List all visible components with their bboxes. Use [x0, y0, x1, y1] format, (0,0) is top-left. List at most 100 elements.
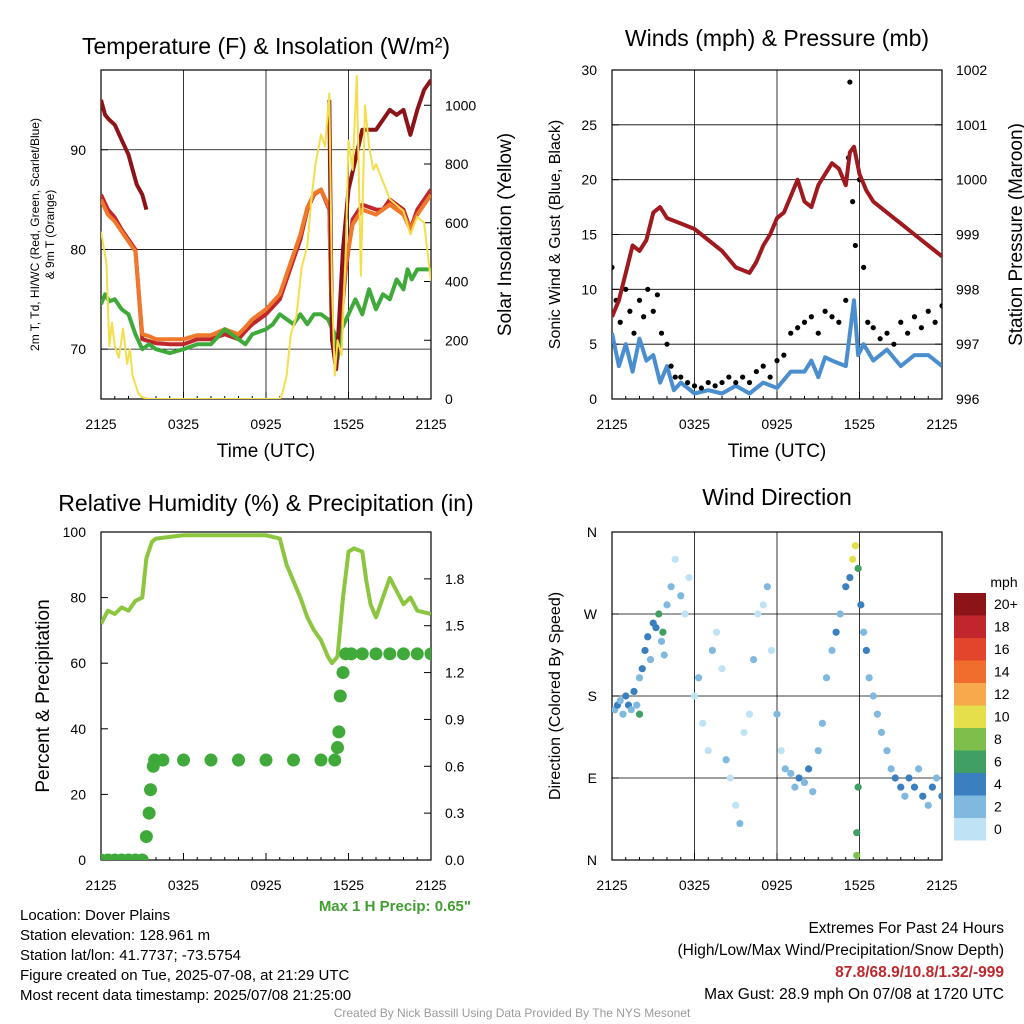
y2-tick-label: 997 [956, 336, 980, 352]
gust-point [698, 385, 704, 391]
y-tick-label: 60 [70, 655, 86, 671]
max-precip-annotation: Max 1 H Precip: 0.65" [319, 898, 471, 915]
extremes-subtitle: (High/Low/Max Wind/Precipitation/Snow De… [677, 942, 1005, 959]
direction-point [873, 710, 881, 718]
direction-point [865, 674, 873, 682]
x-tick-label: 1525 [844, 877, 875, 893]
direction-point [883, 747, 891, 755]
direction-point [773, 710, 781, 718]
direction-point [646, 655, 655, 664]
extremes-panel: Extremes For Past 24 Hours (High/Low/Max… [678, 918, 1005, 1006]
gust-point [654, 292, 660, 298]
humidity-title: Relative Humidity (%) & Precipitation (i… [58, 490, 473, 516]
direction-point [630, 687, 638, 696]
direction-point [932, 774, 941, 782]
humidity-plot-area [101, 533, 431, 860]
precip-point [156, 753, 170, 767]
precip-point [410, 647, 424, 661]
precip-point [314, 753, 328, 767]
gust-point [925, 308, 931, 314]
direction-title: Wind Direction [702, 484, 852, 510]
y2-tick-label: 1000 [445, 97, 476, 113]
y2-tick-label: 0.3 [445, 805, 465, 821]
gust-point [645, 286, 651, 292]
y-tick-label: 40 [70, 721, 86, 737]
y2-tick-label: 800 [445, 156, 469, 172]
precip-point [139, 830, 153, 844]
x-tick-label: 0325 [679, 877, 710, 893]
y2-tick-label: 999 [956, 227, 980, 243]
direction-point [800, 778, 809, 787]
gust-point [781, 352, 787, 358]
gust-point [636, 297, 643, 303]
gust-point [678, 374, 684, 380]
direction-point [805, 765, 813, 773]
y-tick-label: 10 [581, 281, 597, 297]
x-tick-label: 0325 [168, 416, 199, 432]
station-location: Location: Dover Plains [20, 907, 171, 924]
direction-point [718, 665, 726, 673]
precip-point [332, 725, 346, 739]
gust-point [905, 330, 911, 336]
direction-point [795, 774, 803, 782]
pressure-line [612, 144, 942, 318]
y2-tick-label: 1002 [956, 62, 987, 78]
direction-point [854, 783, 862, 791]
direction-point [677, 592, 685, 600]
y-tick-label: S [588, 688, 597, 704]
direction-point [849, 555, 857, 563]
direction-point [832, 628, 840, 636]
precip-point [135, 853, 149, 860]
direction-point [712, 628, 721, 636]
gust-point [774, 358, 780, 364]
gust-point [753, 368, 759, 375]
legend-swatch [954, 660, 986, 683]
winds-plot-area [612, 79, 942, 396]
direction-point [652, 624, 660, 632]
gust-point [898, 319, 904, 325]
gust-point [631, 330, 637, 336]
legend-swatch [954, 728, 986, 751]
direction-point [667, 583, 675, 591]
x-tick-label: 0325 [679, 416, 710, 432]
gust-point [815, 330, 821, 336]
y-tick-label: 70 [70, 341, 86, 357]
gust-point [891, 341, 897, 347]
y2-tick-label: 1.5 [445, 618, 465, 634]
direction-point [627, 706, 635, 714]
direction-point [616, 696, 624, 705]
direction-ylabel: Direction (Colored By Speed) [547, 592, 564, 800]
gust-point [760, 363, 766, 369]
legend-label: 6 [994, 754, 1002, 770]
direction-point [901, 792, 909, 800]
precip-point [369, 647, 383, 661]
precip-point [144, 783, 157, 797]
y-tick-label: N [587, 852, 597, 868]
humidity-ylabel: Percent & Precipitation [33, 599, 54, 792]
gust-point [691, 383, 698, 389]
x-tick-label: 0925 [250, 416, 281, 432]
direction-point [897, 783, 905, 791]
gust-point [788, 330, 794, 336]
legend-swatch [954, 750, 986, 773]
legend-swatch [954, 683, 986, 706]
legend-label: 8 [994, 731, 1002, 747]
gust-point [623, 286, 629, 292]
y-tick-label: 90 [70, 142, 86, 158]
legend-label: 14 [994, 664, 1010, 680]
legend-label: 10 [994, 709, 1010, 725]
precip-point [177, 753, 190, 767]
precip-point [232, 753, 245, 767]
gust-point [918, 325, 924, 331]
x-tick-label: 0325 [168, 877, 199, 893]
direction-point [750, 655, 758, 664]
winds-ylabel: Sonic Wind & Gust (Blue, Black) [547, 120, 564, 349]
y-tick-label: 0 [589, 391, 597, 407]
direction-point [910, 783, 919, 791]
direction-point [791, 783, 799, 791]
gust-point [658, 330, 665, 336]
winds-title: Winds (mph) & Pressure (mb) [625, 25, 929, 51]
y2-tick-label: 200 [445, 332, 469, 348]
gust-point [801, 319, 808, 325]
